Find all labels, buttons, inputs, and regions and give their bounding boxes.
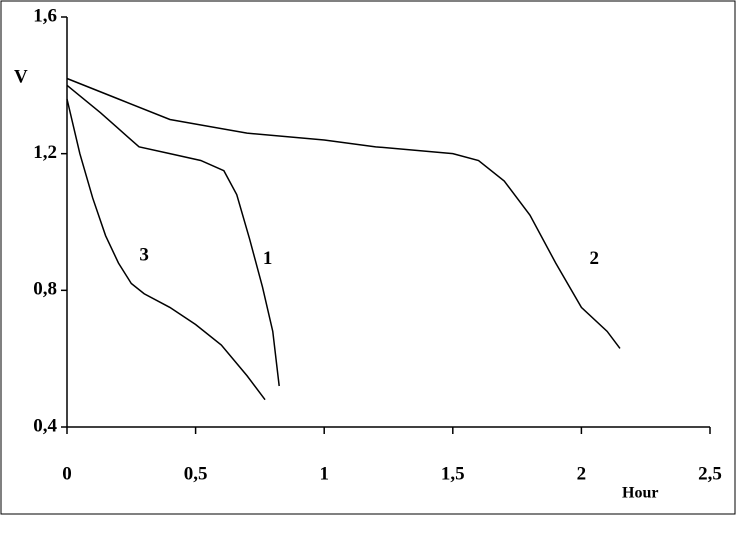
y-tick-label: 1,6 (33, 5, 57, 26)
x-tick-label: 2 (577, 463, 587, 484)
x-axis-label: Hour (622, 485, 658, 502)
x-tick-label: 1 (319, 463, 329, 484)
x-tick-label: 2,5 (698, 463, 722, 484)
curve-label: 2 (590, 248, 600, 269)
y-axis-label: V (14, 66, 28, 87)
x-tick-label: 0 (62, 463, 72, 484)
curve-label: 1 (263, 248, 273, 269)
x-tick-label: 0,5 (184, 463, 208, 484)
y-tick-label: 1,2 (33, 142, 57, 163)
line-series (66, 77, 621, 349)
frame (0, 0, 736, 515)
y-tick-label: 0,8 (33, 279, 57, 300)
curve-label: 3 (139, 245, 149, 266)
x-tick-label: 1,5 (441, 463, 465, 484)
line-series (66, 84, 280, 387)
y-tick-label: 0,4 (33, 415, 57, 436)
line-series (66, 98, 266, 401)
